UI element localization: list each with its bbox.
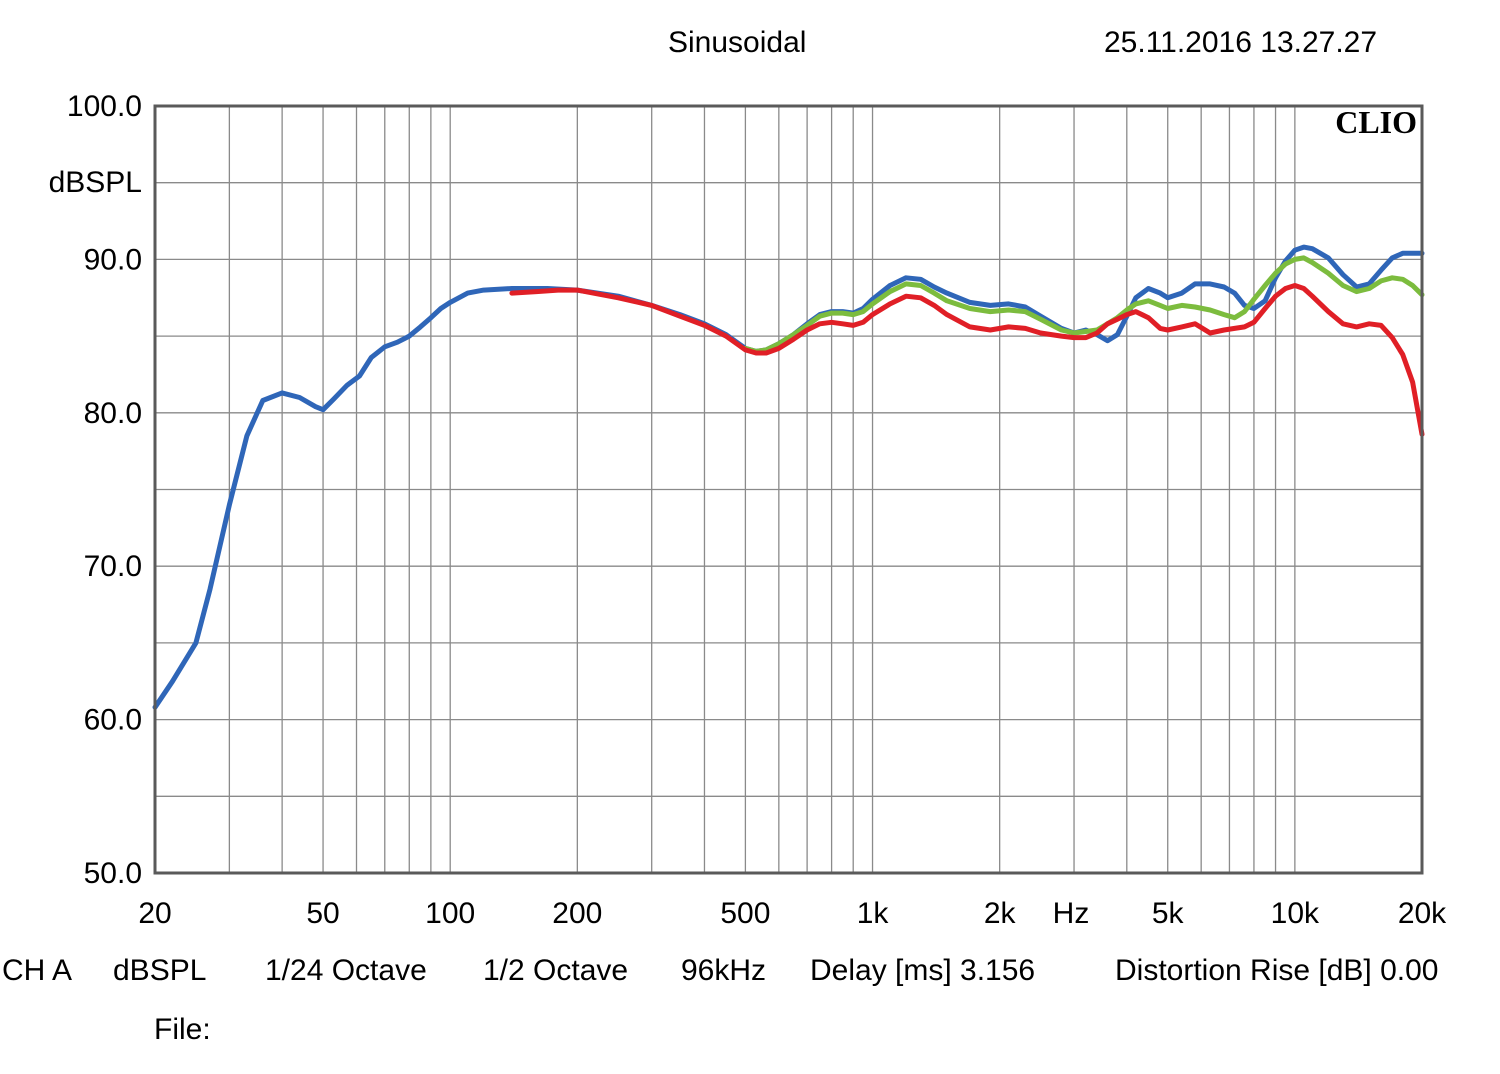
file-label: File:: [154, 1013, 211, 1047]
sample-rate-label: 96kHz: [681, 954, 766, 988]
x-tick-label: 500: [720, 897, 770, 930]
clio-logo: CLIO: [1335, 104, 1417, 140]
y-tick-label: 50.0: [84, 857, 142, 890]
y-axis-label: dBSPL: [49, 166, 142, 199]
x-tick-label: 200: [552, 897, 602, 930]
channel-label: CH A: [2, 954, 72, 988]
x-tick-label: 20: [138, 897, 171, 930]
x-tick-label: 50: [306, 897, 339, 930]
unit-label: dBSPL: [113, 954, 206, 988]
x-tick-label: 20k: [1398, 897, 1447, 930]
x-tick-label: 100: [425, 897, 475, 930]
grid-lines: [155, 106, 1422, 873]
y-tick-label: 80.0: [84, 397, 142, 430]
y-tick-label: 60.0: [84, 704, 142, 737]
y-tick-label: 90.0: [84, 243, 142, 276]
y-tick-label: 70.0: [84, 550, 142, 583]
x-axis-label: Hz: [1053, 897, 1090, 930]
y-tick-label: 100.0: [67, 90, 142, 123]
delay-label: Delay [ms] 3.156: [810, 954, 1035, 988]
distortion-rise-label: Distortion Rise [dB] 0.00: [1115, 954, 1438, 988]
x-tick-label: 10k: [1271, 897, 1320, 930]
series-lines: [155, 247, 1422, 707]
smoothing-label: 1/24 Octave: [265, 954, 427, 988]
x-tick-label: 2k: [984, 897, 1017, 930]
y-tick-labels: 100.0 90.0 80.0 70.0 60.0 50.0: [67, 90, 142, 890]
x-tick-label: 1k: [857, 897, 890, 930]
x-tick-labels: 20 50 100 200 500 1k 2k 5k 10k 20k: [138, 897, 1447, 930]
resolution-label: 1/2 Octave: [483, 954, 628, 988]
x-tick-label: 5k: [1152, 897, 1185, 930]
